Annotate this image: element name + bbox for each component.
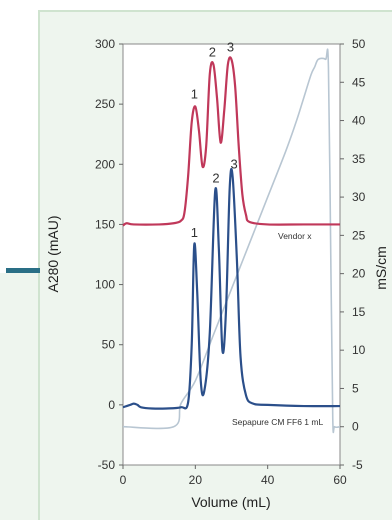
series-layer	[122, 48, 341, 434]
y-axis-title: A280 (mAU)	[45, 215, 61, 292]
x-tick-label: 60	[333, 473, 347, 487]
conductivity-trace	[122, 48, 341, 434]
y2-tick-label: 25	[352, 228, 366, 242]
peak-label: 2	[212, 171, 219, 186]
x-tick-label: 20	[189, 473, 203, 487]
y-tick-label: 150	[95, 217, 115, 231]
y2-tick-label: -5	[352, 458, 363, 472]
y2-tick-label: 15	[352, 305, 366, 319]
peak-label: 3	[227, 40, 234, 55]
decorative-strip	[0, 273, 38, 520]
vendor-series-label: Vendor x	[278, 231, 312, 241]
sepapure-trace	[122, 167, 341, 410]
y-tick-label: 0	[108, 398, 115, 412]
y2-tick-label: 20	[352, 267, 366, 281]
y-tick-label: -50	[98, 458, 116, 472]
y-tick-label: 300	[95, 37, 115, 51]
y-tick-label: 50	[102, 338, 116, 352]
y2-tick-label: 5	[352, 381, 359, 395]
x-axis-title: Volume (mL)	[191, 494, 270, 510]
y-tick-label: 100	[95, 278, 115, 292]
x-tick-label: 0	[120, 473, 127, 487]
y2-tick-label: 0	[352, 420, 359, 434]
y2-tick-label: 50	[352, 37, 366, 51]
peak-label: 1	[191, 87, 198, 102]
y2-tick-label: 45	[352, 75, 366, 89]
y2-tick-label: 30	[352, 190, 366, 204]
x-tick-label: 40	[261, 473, 275, 487]
tick-layer: -50050100150200250300-505101520253035404…	[95, 37, 366, 487]
y2-tick-label: 10	[352, 343, 366, 357]
plot-area	[122, 43, 341, 466]
accent-bar	[6, 268, 40, 273]
y2-tick-label: 35	[352, 152, 366, 166]
peak-label: 2	[209, 44, 216, 59]
peak-label: 3	[230, 156, 237, 171]
y2-axis-title: mS/cm	[373, 246, 389, 290]
y2-tick-label: 40	[352, 114, 366, 128]
sepapure-series-label: Sepapure CM FF6 1 mL	[232, 417, 323, 427]
vendor-x-trace	[122, 56, 340, 227]
y-tick-label: 200	[95, 157, 115, 171]
y-tick-label: 250	[95, 97, 115, 111]
peak-label: 1	[191, 225, 198, 240]
